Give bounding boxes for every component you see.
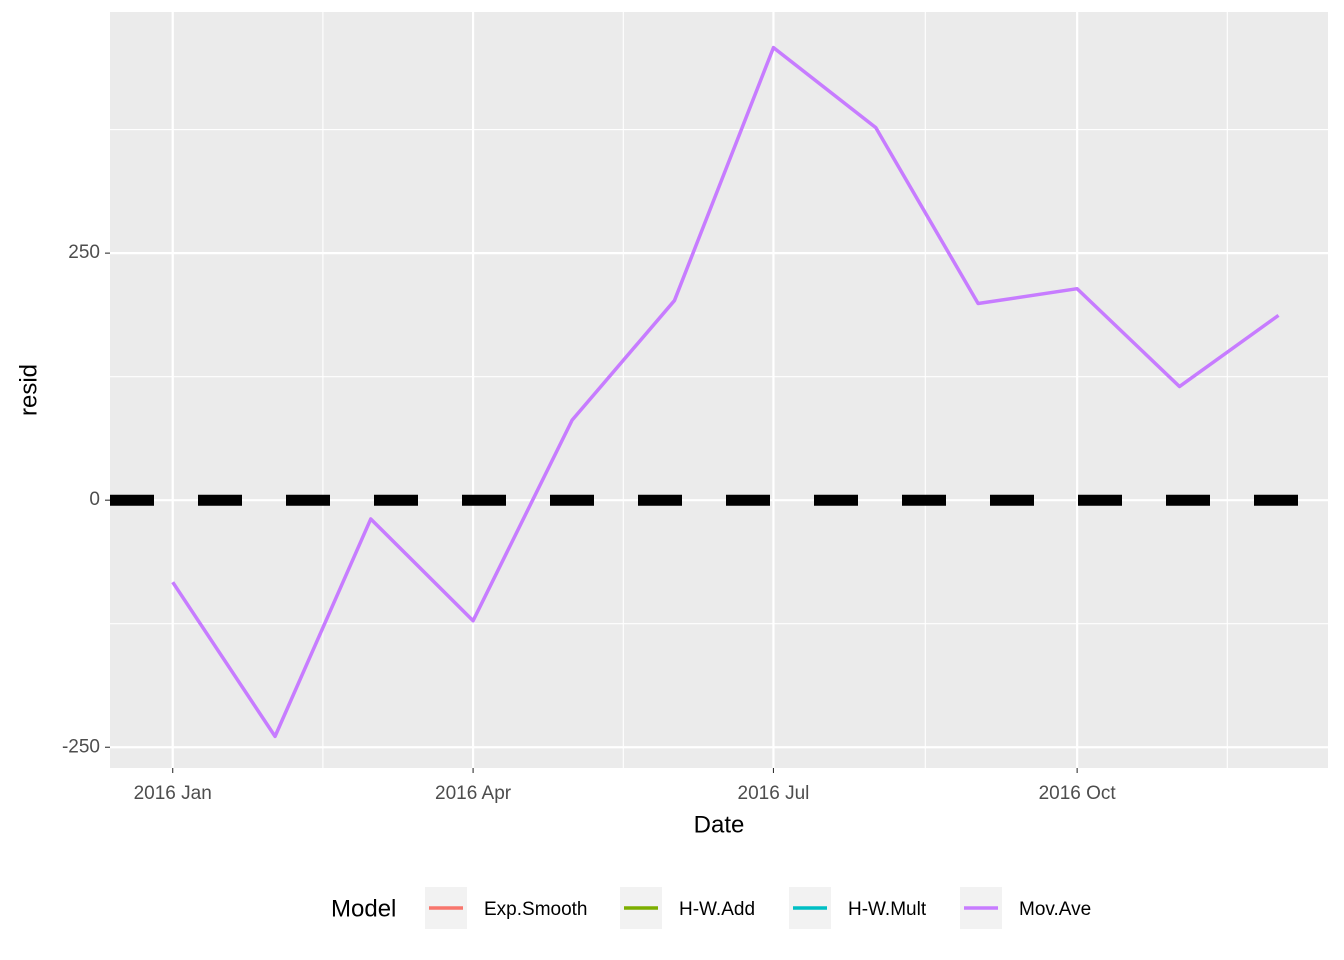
legend-label: H-W.Add [679,899,755,920]
panel [110,12,1328,768]
x-tick-label: 2016 Jan [134,783,212,804]
x-axis-title: Date [694,811,745,838]
x-tick-label: 2016 Oct [1039,783,1117,804]
legend-label: H-W.Mult [848,899,927,920]
legend-label: Exp.Smooth [484,899,588,920]
y-tick-label: -250 [62,736,100,757]
y-tick-label: 250 [68,242,100,263]
legend-label: Mov.Ave [1019,899,1091,920]
series-line [171,45,1280,739]
y-tick-label: 0 [89,489,100,510]
x-tick-label: 2016 Apr [435,783,512,804]
y-axis-title: resid [15,364,42,416]
legend-title: Model [331,895,396,922]
x-tick-label: 2016 Jul [738,783,810,804]
